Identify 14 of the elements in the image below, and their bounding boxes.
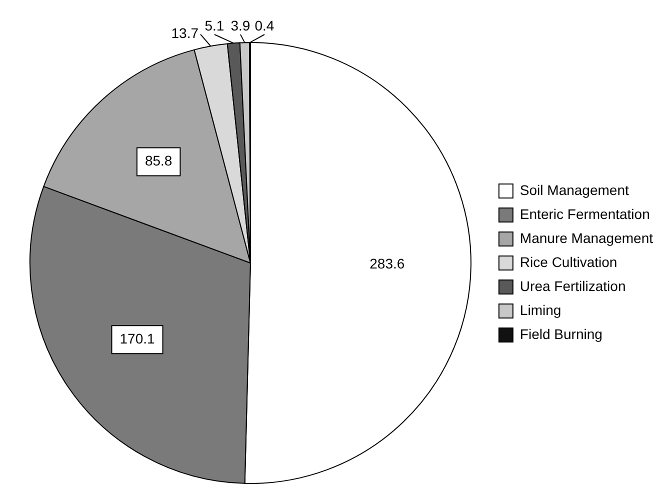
legend-label: Soil Management bbox=[520, 182, 629, 198]
legend-label: Enteric Fermentation bbox=[520, 206, 650, 222]
legend-label: Manure Management bbox=[520, 230, 654, 246]
legend-label: Rice Cultivation bbox=[520, 254, 618, 270]
legend-label: Liming bbox=[520, 302, 562, 318]
data-label: 13.7 bbox=[171, 25, 199, 42]
data-label: 283.6 bbox=[370, 256, 405, 272]
data-label: 5.1 bbox=[204, 17, 224, 34]
data-label: 0.4 bbox=[254, 17, 274, 34]
data-label: 85.8 bbox=[144, 152, 172, 169]
data-label: 3.9 bbox=[230, 17, 250, 34]
data-label: 170.1 bbox=[120, 330, 155, 347]
legend-label: Field Burning bbox=[520, 326, 602, 342]
legend-label: Urea Fertilization bbox=[520, 278, 626, 294]
